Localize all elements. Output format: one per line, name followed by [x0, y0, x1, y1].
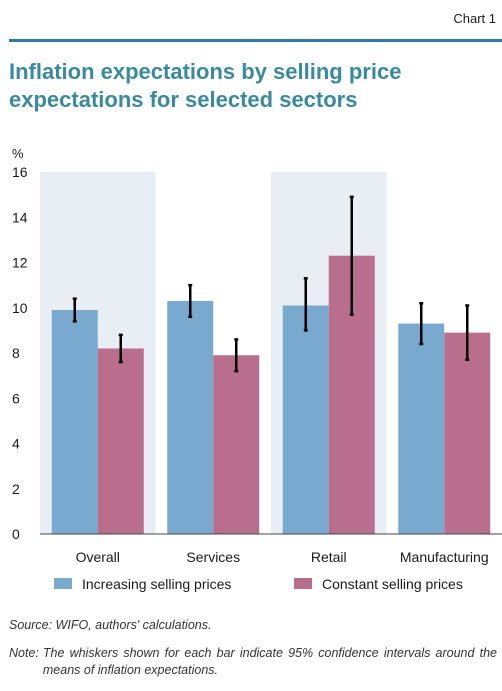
x-tick-label: Manufacturing	[400, 549, 489, 565]
y-tick-label: 4	[12, 436, 20, 452]
bar-services-s1	[167, 300, 214, 534]
x-tick-label: Services	[186, 549, 240, 565]
y-tick-label: 8	[12, 345, 20, 361]
bar-chart: % 0 2 4 6 8 10 12 14 16 Overall Services Retail Manuf…	[12, 146, 502, 592]
bar-retail-s1	[282, 305, 329, 534]
y-tick-label: 0	[12, 526, 20, 542]
legend-swatch	[54, 578, 72, 589]
footnote: Note: The whiskers shown for each bar in…	[9, 645, 497, 679]
chart-number-label: Chart 1	[453, 11, 496, 26]
y-tick-label: 16	[12, 164, 28, 180]
bar-services-s2	[213, 355, 260, 534]
source-note: Source: WIFO, authors' calculations.	[9, 618, 212, 632]
footnote-prefix: Note:	[9, 646, 39, 660]
bar-manufacturing-s1	[398, 323, 445, 534]
y-tick-label: 6	[12, 390, 20, 406]
x-tick-label: Retail	[311, 549, 347, 565]
y-unit-label: %	[12, 146, 24, 161]
x-tick-label: Overall	[76, 549, 120, 565]
bar-overall-s2	[97, 348, 144, 534]
legend-swatch	[294, 578, 312, 589]
y-tick-label: 2	[12, 481, 20, 497]
legend-label: Constant selling prices	[322, 576, 463, 592]
y-tick-label: 10	[12, 300, 28, 316]
header-rule	[9, 39, 502, 42]
bar-manufacturing-s2	[444, 332, 491, 534]
chart-title: Inflation expectations by selling price …	[9, 59, 402, 112]
bar-overall-s1	[51, 310, 98, 534]
footnote-text: The whiskers shown for each bar indicate…	[42, 646, 497, 677]
y-tick-label: 12	[12, 255, 28, 271]
y-tick-label: 14	[12, 209, 28, 225]
legend-label: Increasing selling prices	[82, 576, 231, 592]
